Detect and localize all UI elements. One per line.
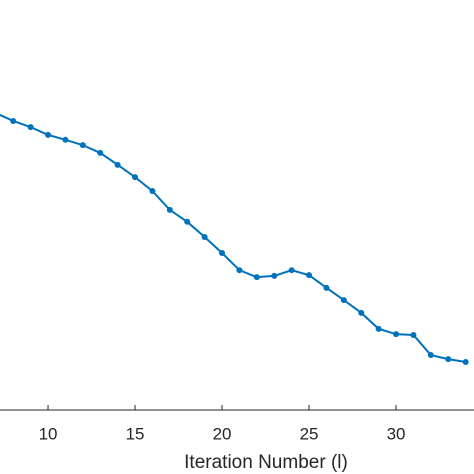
data-point bbox=[323, 284, 330, 291]
data-point bbox=[427, 352, 434, 359]
data-point bbox=[410, 331, 417, 338]
data-point bbox=[79, 142, 86, 149]
data-point bbox=[149, 188, 156, 195]
data-line bbox=[0, 113, 466, 364]
x-tick-label: 25 bbox=[300, 424, 319, 443]
data-point bbox=[166, 206, 173, 213]
data-point bbox=[358, 309, 365, 316]
data-point bbox=[10, 117, 17, 124]
x-tick-label: 10 bbox=[39, 424, 58, 443]
data-point bbox=[201, 233, 208, 240]
data-point bbox=[27, 124, 34, 131]
data-point bbox=[306, 272, 313, 279]
data-point bbox=[393, 331, 400, 338]
x-tick-label: 30 bbox=[387, 424, 406, 443]
data-point bbox=[253, 274, 260, 281]
data-point bbox=[462, 359, 469, 366]
data-point bbox=[340, 297, 347, 304]
x-tick-label: 20 bbox=[213, 424, 232, 443]
x-tick-label: 15 bbox=[126, 424, 145, 443]
data-point bbox=[445, 356, 452, 363]
data-point bbox=[288, 267, 295, 274]
data-point bbox=[62, 136, 69, 143]
data-point bbox=[271, 272, 278, 279]
plot-area bbox=[0, 113, 469, 366]
data-point bbox=[236, 267, 243, 274]
data-point bbox=[219, 249, 226, 256]
data-point bbox=[97, 149, 104, 156]
data-point bbox=[184, 218, 191, 225]
data-point bbox=[114, 161, 121, 168]
data-point bbox=[45, 131, 52, 138]
data-point bbox=[375, 325, 382, 332]
data-point bbox=[132, 174, 139, 181]
x-axis-label: Iteration Number (l) bbox=[184, 452, 348, 473]
